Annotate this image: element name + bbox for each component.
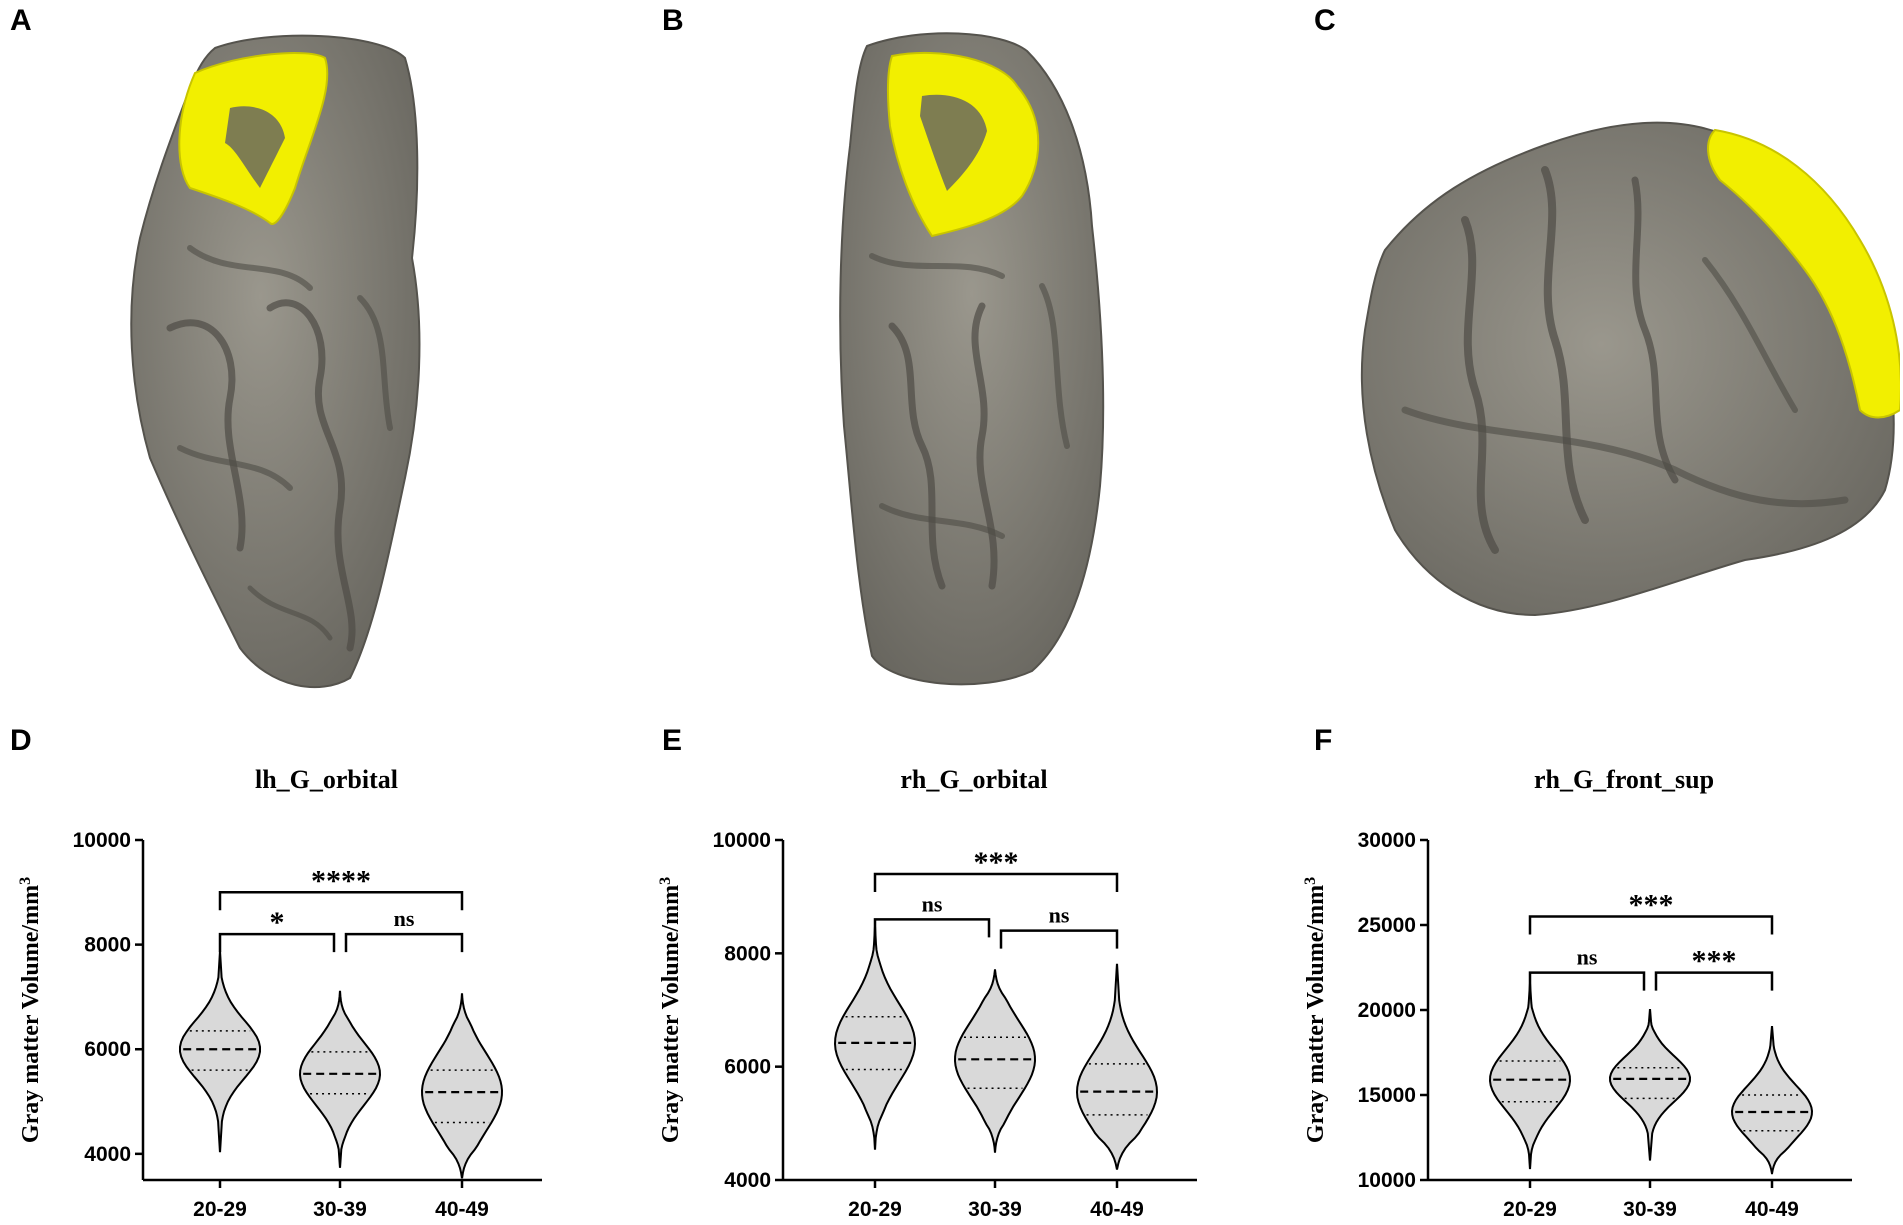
y-tick-label: 30000: [1358, 829, 1416, 852]
significance-label: *: [270, 906, 285, 939]
significance-bracket: [999, 929, 1119, 949]
chart-title: lh_G_orbital: [255, 765, 398, 794]
x-tick-label: 20-29: [193, 1198, 247, 1221]
significance-label: ****: [311, 864, 371, 897]
panel-letter-a: A: [10, 4, 32, 37]
x-tick-label: 30-39: [968, 1198, 1022, 1221]
violin-40-49: [1075, 963, 1159, 1170]
y-axis-label: Gray matter Volume/mm3: [657, 877, 685, 1143]
y-tick-label: 15000: [1358, 1084, 1416, 1107]
significance-label: ns: [1049, 903, 1070, 928]
y-tick-label: 8000: [84, 934, 131, 957]
y-tick-label: 6000: [724, 1056, 771, 1079]
significance-label: ***: [974, 846, 1019, 879]
significance-bracket: [1654, 971, 1774, 991]
chart-title: rh_G_orbital: [900, 765, 1047, 794]
y-tick-label: 10000: [1358, 1169, 1416, 1192]
x-tick-label: 30-39: [1623, 1198, 1677, 1221]
panel-letter-e: E: [662, 724, 683, 757]
significance-bracket: [1528, 971, 1646, 991]
significance-label: ns: [1577, 945, 1598, 970]
y-axis-label-superscript: 3: [1302, 877, 1319, 885]
significance-bracket: [1528, 915, 1774, 935]
y-axis-label-text: Gray matter Volume/mm: [18, 885, 44, 1143]
violin-30-39: [1608, 1009, 1692, 1161]
x-tick-label: 40-49: [435, 1198, 489, 1221]
significance-bracket: [873, 918, 991, 938]
x-tick-label: 20-29: [1503, 1198, 1557, 1221]
y-tick-label: 10000: [73, 829, 131, 852]
violin-20-29: [833, 926, 917, 1150]
violin-40-49: [420, 993, 504, 1179]
panel-letter-d: D: [10, 724, 32, 757]
brain-render-c: [1360, 121, 1900, 617]
y-axis-label: Gray matter Volume/mm3: [1302, 877, 1330, 1143]
chart-title: rh_G_front_sup: [1534, 765, 1714, 794]
x-tick-label: 20-29: [848, 1198, 902, 1221]
y-tick-label: 4000: [84, 1143, 131, 1166]
x-tick-label: 40-49: [1090, 1198, 1144, 1221]
y-axis-label-text: Gray matter Volume/mm: [1303, 885, 1329, 1143]
panel-letter-c: C: [1314, 4, 1336, 37]
brain-render-a: [130, 34, 421, 689]
y-axis-label-superscript: 3: [17, 877, 34, 885]
violin-30-39: [953, 969, 1037, 1153]
y-tick-label: 8000: [724, 942, 771, 965]
violin-chart-rh-g-orbital: rh_G_orbital Gray matter Volume/mm3 4000 60…: [657, 765, 1197, 1221]
x-tick-label: 40-49: [1745, 1198, 1799, 1221]
violin-chart-lh-g-orbital: lh_G_orbital Gray matter Volume/mm3 4000 60…: [17, 765, 542, 1221]
significance-bracket: [873, 872, 1119, 892]
significance-bracket: [344, 932, 464, 953]
significance-bracket: [218, 932, 336, 953]
y-axis-label-superscript: 3: [657, 877, 674, 885]
y-tick-label: 6000: [84, 1038, 131, 1061]
significance-label: ns: [922, 891, 943, 916]
y-tick-label: 10000: [713, 829, 771, 852]
violin-20-29: [179, 951, 261, 1153]
violin-40-49: [1730, 1026, 1814, 1175]
y-axis-label: Gray matter Volume/mm3: [17, 877, 45, 1143]
brain-render-b: [839, 32, 1105, 686]
violin-20-29: [1488, 983, 1572, 1170]
significance-label: ***: [1629, 889, 1674, 922]
panel-letter-f: F: [1314, 724, 1333, 757]
violin-30-39: [298, 990, 382, 1168]
panel-letter-b: B: [662, 4, 684, 37]
significance-label: ns: [394, 906, 415, 931]
significance-label: ***: [1692, 945, 1737, 978]
violin-chart-rh-g-front-sup: rh_G_front_sup Gray matter Volume/mm3 1000…: [1302, 765, 1852, 1221]
y-tick-label: 25000: [1358, 914, 1416, 937]
x-tick-label: 30-39: [313, 1198, 367, 1221]
y-tick-label: 20000: [1358, 999, 1416, 1022]
y-tick-label: 4000: [724, 1169, 771, 1192]
y-axis-label-text: Gray matter Volume/mm: [658, 885, 684, 1143]
significance-bracket: [218, 891, 464, 911]
